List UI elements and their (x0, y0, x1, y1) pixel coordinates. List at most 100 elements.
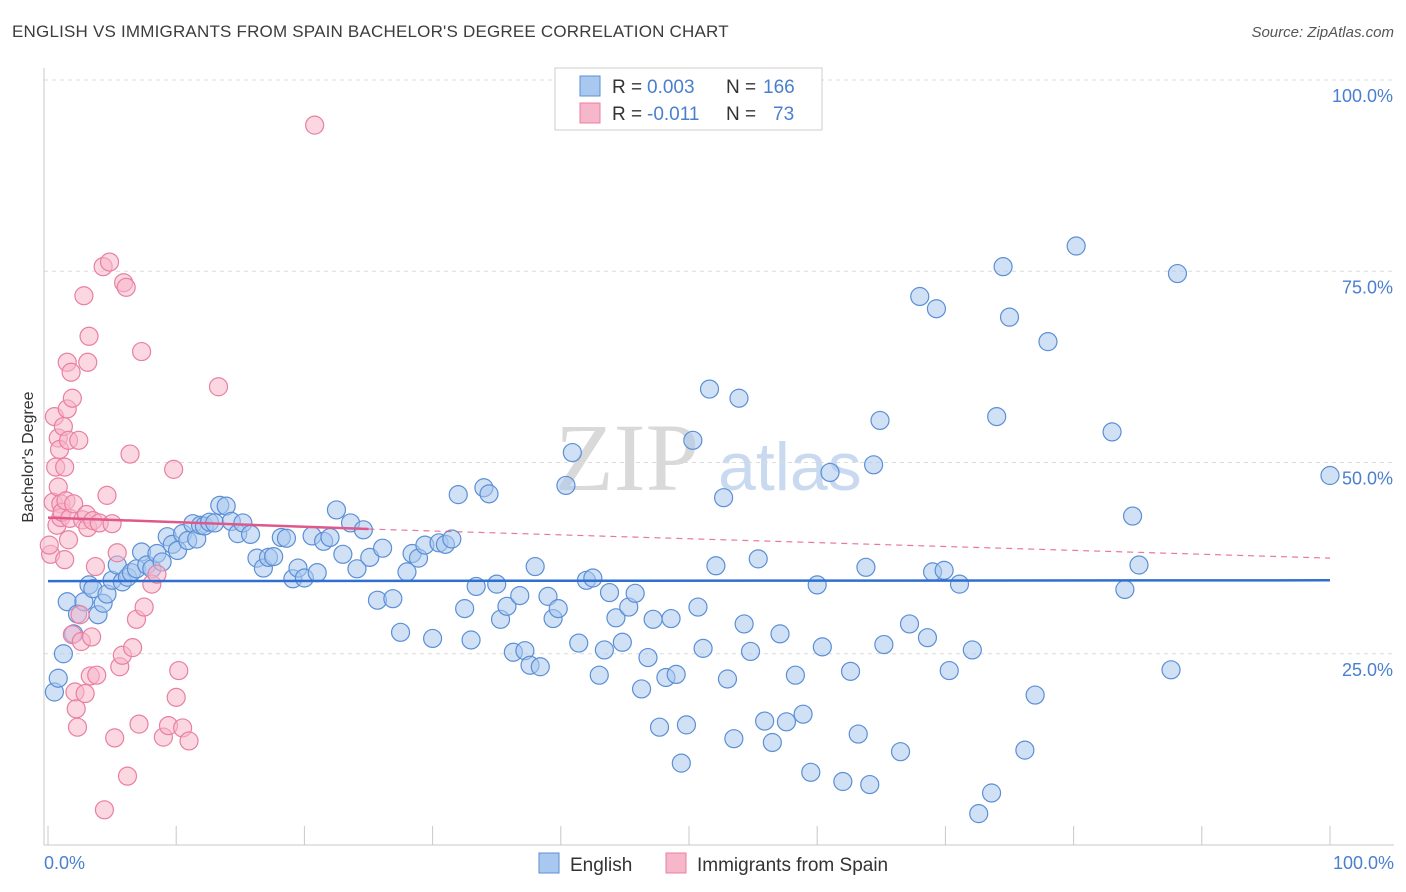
english-point-95 (594, 640, 614, 660)
english-point-111 (688, 597, 708, 617)
english-point-123 (762, 732, 782, 753)
spain-point-62 (147, 564, 167, 584)
english-point-158 (1066, 236, 1086, 256)
english-point-133 (840, 661, 861, 681)
english-point-108 (671, 753, 691, 773)
english-point-103 (643, 609, 663, 629)
spain-point-34 (78, 352, 98, 372)
stats-legend: R = 0.003 N = 166 R = -0.011 N = 73 (554, 67, 823, 131)
english-point-93 (583, 568, 603, 588)
english-point-76 (479, 484, 499, 504)
english-point-126 (785, 665, 806, 685)
english-point-101 (631, 679, 652, 699)
english-point-85 (530, 657, 550, 677)
english-point-149 (962, 640, 982, 660)
spain-point-31 (74, 286, 94, 306)
spain-point-27 (69, 430, 89, 450)
english-point-141 (899, 614, 920, 634)
english-point-128 (801, 762, 821, 782)
english-point-62 (390, 622, 411, 642)
y-tick-label-25: 25.0% (1342, 660, 1393, 680)
english-point-119 (734, 614, 754, 634)
spain-point-36 (79, 326, 99, 346)
english-point-129 (807, 575, 827, 595)
english-point-140 (890, 742, 911, 762)
english-point-60 (373, 538, 393, 558)
english-point-45 (276, 528, 297, 548)
english-point-77 (487, 574, 507, 594)
spain-point-38 (81, 627, 102, 647)
english-point-100 (625, 583, 645, 603)
english-point-147 (939, 660, 959, 681)
spain-point-53 (116, 277, 136, 297)
english-point-112 (693, 638, 713, 658)
x-tick-marks (47, 826, 1331, 845)
english-point-107 (666, 664, 686, 685)
english-point-53 (326, 500, 347, 520)
english-point-120 (740, 641, 761, 662)
english-point-102 (638, 647, 658, 668)
legend-spain-n-value: 73 (773, 104, 794, 125)
spain-point-47 (102, 514, 122, 534)
english-point-160 (1115, 579, 1135, 600)
english-point-157 (1038, 332, 1058, 352)
english-point-79 (497, 596, 517, 616)
spain-point-23 (64, 494, 84, 514)
spain-point-55 (120, 444, 140, 464)
bottom-legend-swatch-english[interactable] (538, 852, 560, 874)
english-point-132 (833, 771, 853, 792)
english-point-162 (1129, 555, 1149, 575)
english-point-152 (987, 407, 1007, 427)
english-point-125 (776, 712, 797, 732)
english-point-139 (874, 634, 894, 655)
english-point-84 (525, 556, 545, 577)
trend-lines (47, 516, 1331, 583)
english-point-86 (538, 586, 558, 606)
spain-point-32 (75, 683, 95, 704)
spain-point-72 (39, 535, 59, 555)
legend-spain-r-label: R = (612, 104, 642, 125)
english-point-130 (812, 637, 832, 657)
english-point-116 (717, 669, 738, 689)
english-point-145 (926, 299, 947, 319)
spain-point-67 (169, 660, 189, 681)
english-point-50 (307, 563, 327, 583)
english-point-110 (683, 430, 703, 450)
english-point-43 (264, 546, 284, 567)
english-point-73 (461, 630, 481, 650)
english-point-91 (569, 633, 589, 653)
bottom-legend-swatch-spain[interactable] (665, 852, 687, 874)
english-point-131 (820, 462, 840, 483)
english-point-106 (661, 608, 681, 629)
english-point-154 (999, 307, 1020, 327)
english-point-165 (1320, 465, 1340, 486)
source-label: Source: ZipAtlas.com (1251, 24, 1394, 41)
english-point-88 (548, 599, 568, 619)
english-point-150 (969, 804, 989, 824)
english-point-114 (706, 556, 726, 576)
bottom-legend-label-english[interactable]: English (570, 855, 632, 876)
english-point-137 (864, 455, 884, 475)
legend-english-r-value: 0.003 (647, 77, 695, 98)
spain-point-21 (62, 388, 82, 408)
y-tick-label-75: 75.0% (1342, 277, 1393, 297)
bottom-legend-label-spain[interactable]: Immigrants from Spain (697, 855, 888, 876)
spain-point-54 (117, 766, 138, 786)
spain-point-49 (107, 543, 127, 563)
english-point-97 (606, 608, 626, 628)
spain-point-44 (94, 800, 115, 820)
spain-point-46 (99, 252, 120, 272)
spain-trend-line (47, 516, 369, 531)
english-point-81 (510, 586, 530, 606)
english-point-67 (423, 628, 443, 649)
y-axis-label: Bachelor's Degree (20, 391, 37, 522)
english-point-135 (856, 557, 876, 577)
english-point-52 (320, 527, 340, 548)
english-point-90 (562, 442, 582, 463)
spain-point-48 (105, 728, 125, 748)
watermark-atlas: atlas (718, 429, 862, 505)
legend-swatch-spain (579, 102, 601, 124)
chart-title: ENGLISH VS IMMIGRANTS FROM SPAIN BACHELO… (12, 22, 729, 41)
english-point-142 (910, 286, 930, 307)
